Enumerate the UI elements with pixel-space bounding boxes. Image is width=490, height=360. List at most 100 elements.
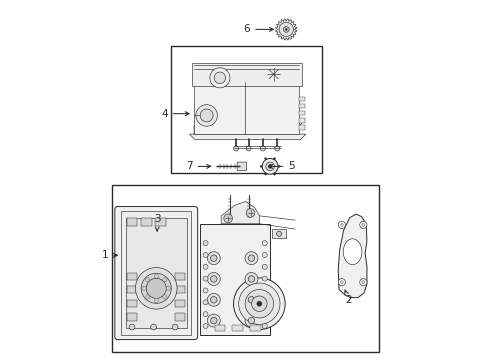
Circle shape bbox=[163, 278, 167, 282]
Circle shape bbox=[154, 298, 158, 303]
Polygon shape bbox=[338, 214, 367, 298]
Circle shape bbox=[142, 286, 146, 291]
Polygon shape bbox=[194, 121, 199, 134]
Polygon shape bbox=[190, 134, 306, 139]
Circle shape bbox=[246, 209, 255, 217]
Text: 3: 3 bbox=[154, 215, 160, 231]
Bar bbox=[175, 286, 185, 293]
Circle shape bbox=[341, 281, 343, 284]
Circle shape bbox=[248, 276, 255, 282]
Circle shape bbox=[338, 279, 345, 286]
Circle shape bbox=[276, 231, 282, 236]
Circle shape bbox=[210, 68, 230, 88]
Circle shape bbox=[203, 264, 208, 269]
Bar bbox=[299, 111, 305, 116]
Circle shape bbox=[262, 158, 278, 174]
Bar bbox=[172, 45, 322, 173]
Text: 7: 7 bbox=[186, 161, 211, 171]
Circle shape bbox=[207, 273, 220, 285]
Circle shape bbox=[154, 274, 158, 278]
Circle shape bbox=[248, 297, 255, 303]
Circle shape bbox=[211, 297, 217, 303]
Text: 6: 6 bbox=[244, 24, 273, 35]
Bar bbox=[299, 118, 305, 123]
Circle shape bbox=[360, 279, 367, 286]
Bar bbox=[175, 273, 185, 280]
Circle shape bbox=[207, 314, 220, 327]
Circle shape bbox=[141, 273, 171, 303]
Circle shape bbox=[239, 283, 280, 324]
Bar bbox=[122, 211, 191, 335]
Circle shape bbox=[275, 146, 280, 151]
Circle shape bbox=[211, 255, 217, 261]
Circle shape bbox=[257, 301, 262, 306]
Circle shape bbox=[262, 276, 267, 281]
Bar bbox=[141, 219, 152, 226]
Bar bbox=[126, 300, 137, 307]
Bar bbox=[250, 325, 261, 330]
Circle shape bbox=[245, 252, 258, 265]
Circle shape bbox=[262, 252, 267, 257]
Text: 1: 1 bbox=[102, 250, 117, 260]
Circle shape bbox=[245, 289, 273, 318]
Circle shape bbox=[203, 323, 208, 328]
Circle shape bbox=[285, 28, 287, 31]
Circle shape bbox=[262, 323, 267, 328]
Circle shape bbox=[163, 295, 167, 299]
Bar bbox=[215, 325, 225, 330]
Bar bbox=[126, 286, 137, 293]
Circle shape bbox=[224, 214, 232, 223]
Circle shape bbox=[362, 224, 365, 226]
Bar bbox=[192, 63, 302, 86]
Circle shape bbox=[260, 165, 262, 167]
Circle shape bbox=[129, 324, 135, 330]
Circle shape bbox=[273, 173, 276, 175]
Circle shape bbox=[203, 276, 208, 281]
Circle shape bbox=[245, 293, 258, 306]
Circle shape bbox=[207, 252, 220, 265]
Circle shape bbox=[135, 267, 177, 309]
Circle shape bbox=[151, 324, 156, 330]
Circle shape bbox=[211, 318, 217, 324]
Bar bbox=[272, 229, 286, 238]
Circle shape bbox=[234, 278, 285, 329]
Bar bbox=[126, 314, 137, 320]
Circle shape bbox=[283, 27, 289, 32]
Bar bbox=[112, 185, 379, 352]
Circle shape bbox=[273, 158, 276, 160]
Circle shape bbox=[262, 240, 267, 246]
Circle shape bbox=[146, 278, 166, 298]
Bar bbox=[299, 97, 305, 101]
Circle shape bbox=[234, 146, 239, 151]
Circle shape bbox=[338, 221, 345, 228]
FancyBboxPatch shape bbox=[237, 162, 246, 171]
Circle shape bbox=[248, 255, 255, 261]
Text: 4: 4 bbox=[161, 109, 189, 119]
Circle shape bbox=[203, 300, 208, 305]
Circle shape bbox=[207, 293, 220, 306]
Text: 2: 2 bbox=[345, 290, 352, 305]
Polygon shape bbox=[221, 202, 260, 224]
Bar bbox=[175, 314, 185, 320]
Circle shape bbox=[146, 295, 150, 299]
Circle shape bbox=[248, 318, 255, 324]
Circle shape bbox=[262, 312, 267, 317]
Circle shape bbox=[260, 146, 266, 151]
Bar bbox=[299, 104, 305, 108]
Circle shape bbox=[266, 162, 274, 171]
Circle shape bbox=[203, 252, 208, 257]
Circle shape bbox=[360, 221, 367, 228]
Circle shape bbox=[245, 314, 258, 327]
Circle shape bbox=[245, 273, 258, 285]
Circle shape bbox=[262, 288, 267, 293]
Bar bbox=[126, 273, 137, 280]
Circle shape bbox=[278, 165, 280, 167]
FancyBboxPatch shape bbox=[115, 207, 197, 339]
Circle shape bbox=[246, 146, 251, 151]
Circle shape bbox=[166, 286, 171, 291]
Bar bbox=[232, 325, 243, 330]
Circle shape bbox=[279, 22, 294, 37]
Polygon shape bbox=[276, 19, 297, 40]
Circle shape bbox=[269, 165, 272, 168]
Circle shape bbox=[251, 296, 267, 311]
